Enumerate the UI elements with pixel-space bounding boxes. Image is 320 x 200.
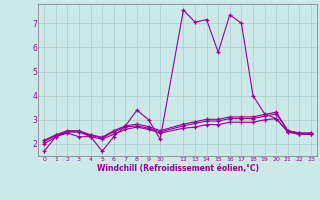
X-axis label: Windchill (Refroidissement éolien,°C): Windchill (Refroidissement éolien,°C) [97,164,259,173]
